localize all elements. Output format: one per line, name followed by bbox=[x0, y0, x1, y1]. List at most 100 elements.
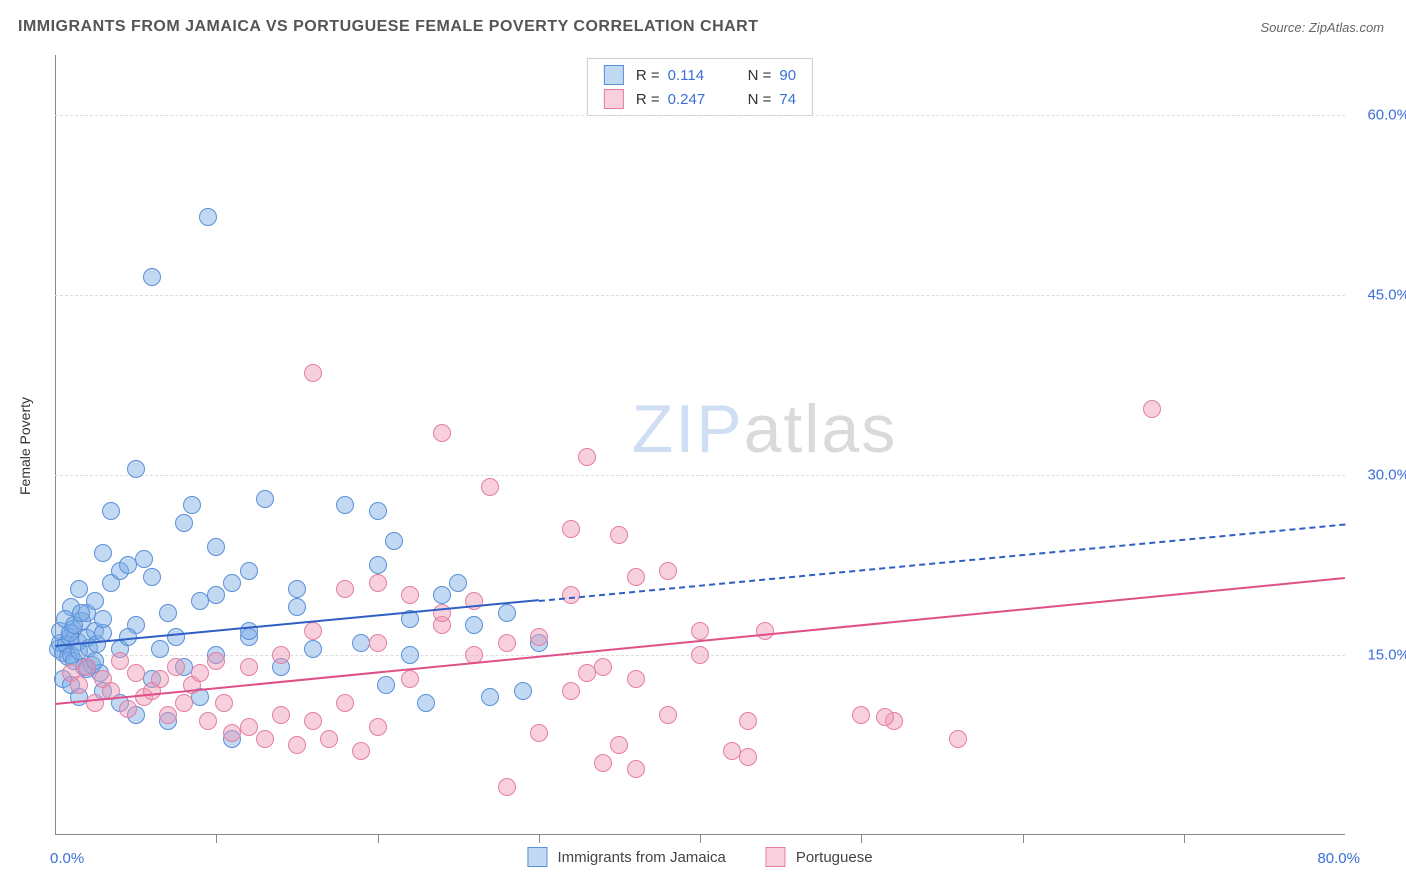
legend-r-label: R = bbox=[636, 67, 660, 84]
data-point bbox=[70, 580, 88, 598]
data-point bbox=[175, 514, 193, 532]
data-point bbox=[94, 610, 112, 628]
data-point bbox=[223, 574, 241, 592]
data-point bbox=[659, 562, 677, 580]
data-point bbox=[401, 646, 419, 664]
grid-h bbox=[55, 115, 1345, 116]
data-point bbox=[691, 622, 709, 640]
data-point bbox=[481, 688, 499, 706]
y-axis-label: Female Poverty bbox=[17, 397, 33, 495]
data-point bbox=[183, 496, 201, 514]
data-point bbox=[401, 586, 419, 604]
source-label: Source: ZipAtlas.com bbox=[1260, 20, 1384, 35]
data-point bbox=[240, 562, 258, 580]
tick-x bbox=[1184, 835, 1185, 843]
data-point bbox=[433, 424, 451, 442]
data-point bbox=[594, 658, 612, 676]
chart-container: IMMIGRANTS FROM JAMAICA VS PORTUGUESE FE… bbox=[0, 0, 1406, 892]
grid-h bbox=[55, 475, 1345, 476]
data-point bbox=[498, 634, 516, 652]
data-point bbox=[159, 604, 177, 622]
data-point bbox=[86, 694, 104, 712]
tick-x bbox=[216, 835, 217, 843]
data-point bbox=[207, 538, 225, 556]
data-point bbox=[562, 520, 580, 538]
data-point bbox=[417, 694, 435, 712]
legend-r-label: R = bbox=[636, 91, 660, 108]
data-point bbox=[199, 208, 217, 226]
y-tick-label: 60.0% bbox=[1367, 107, 1406, 124]
data-point bbox=[94, 544, 112, 562]
tick-x bbox=[700, 835, 701, 843]
data-point bbox=[304, 364, 322, 382]
data-point bbox=[159, 706, 177, 724]
bottom-legend-item-1: Portuguese bbox=[766, 847, 873, 867]
data-point bbox=[756, 622, 774, 640]
tick-x bbox=[861, 835, 862, 843]
legend-swatch-0 bbox=[604, 65, 624, 85]
data-point bbox=[143, 568, 161, 586]
data-point bbox=[151, 670, 169, 688]
data-point bbox=[562, 586, 580, 604]
data-point bbox=[167, 658, 185, 676]
data-point bbox=[385, 532, 403, 550]
data-point bbox=[272, 706, 290, 724]
data-point bbox=[256, 490, 274, 508]
data-point bbox=[498, 778, 516, 796]
legend-r-value-0: 0.114 bbox=[668, 67, 728, 84]
data-point bbox=[876, 708, 894, 726]
y-tick-label: 30.0% bbox=[1367, 467, 1406, 484]
data-point bbox=[127, 664, 145, 682]
data-point bbox=[143, 268, 161, 286]
data-point bbox=[304, 640, 322, 658]
data-point bbox=[256, 730, 274, 748]
data-point bbox=[240, 658, 258, 676]
data-point bbox=[691, 646, 709, 664]
data-point bbox=[86, 592, 104, 610]
data-point bbox=[659, 706, 677, 724]
data-point bbox=[72, 604, 90, 622]
legend-n-label: N = bbox=[748, 67, 772, 84]
data-point bbox=[352, 742, 370, 760]
data-point bbox=[627, 760, 645, 778]
data-point bbox=[433, 586, 451, 604]
data-point bbox=[336, 496, 354, 514]
data-point bbox=[562, 682, 580, 700]
data-point bbox=[240, 718, 258, 736]
chart-title: IMMIGRANTS FROM JAMAICA VS PORTUGUESE FE… bbox=[18, 18, 759, 36]
legend-n-label: N = bbox=[748, 91, 772, 108]
data-point bbox=[304, 712, 322, 730]
bottom-legend-label-0: Immigrants from Jamaica bbox=[557, 849, 725, 866]
x-max-label: 80.0% bbox=[1317, 850, 1360, 867]
data-point bbox=[288, 736, 306, 754]
data-point bbox=[627, 568, 645, 586]
data-point bbox=[369, 556, 387, 574]
tick-x bbox=[1023, 835, 1024, 843]
y-axis-line bbox=[55, 55, 56, 835]
data-point bbox=[1143, 400, 1161, 418]
bottom-swatch-0 bbox=[527, 847, 547, 867]
legend-n-value-1: 74 bbox=[779, 91, 796, 108]
tick-x bbox=[539, 835, 540, 843]
data-point bbox=[336, 580, 354, 598]
data-point bbox=[530, 628, 548, 646]
data-point bbox=[369, 502, 387, 520]
grid-h bbox=[55, 295, 1345, 296]
bottom-legend: Immigrants from Jamaica Portuguese bbox=[527, 847, 872, 867]
data-point bbox=[369, 574, 387, 592]
data-point bbox=[514, 682, 532, 700]
data-point bbox=[377, 676, 395, 694]
plot-area: ZIPatlas R = 0.114 N = 90 R = 0.247 N = … bbox=[55, 55, 1345, 835]
data-point bbox=[175, 694, 193, 712]
data-point bbox=[852, 706, 870, 724]
tick-x bbox=[378, 835, 379, 843]
data-point bbox=[449, 574, 467, 592]
y-tick-label: 15.0% bbox=[1367, 647, 1406, 664]
data-point bbox=[739, 712, 757, 730]
y-tick-label: 45.0% bbox=[1367, 287, 1406, 304]
data-point bbox=[288, 580, 306, 598]
legend-row-0: R = 0.114 N = 90 bbox=[604, 63, 796, 87]
legend-box: R = 0.114 N = 90 R = 0.247 N = 74 bbox=[587, 58, 813, 116]
legend-n-value-0: 90 bbox=[779, 67, 796, 84]
x-min-label: 0.0% bbox=[50, 850, 84, 867]
